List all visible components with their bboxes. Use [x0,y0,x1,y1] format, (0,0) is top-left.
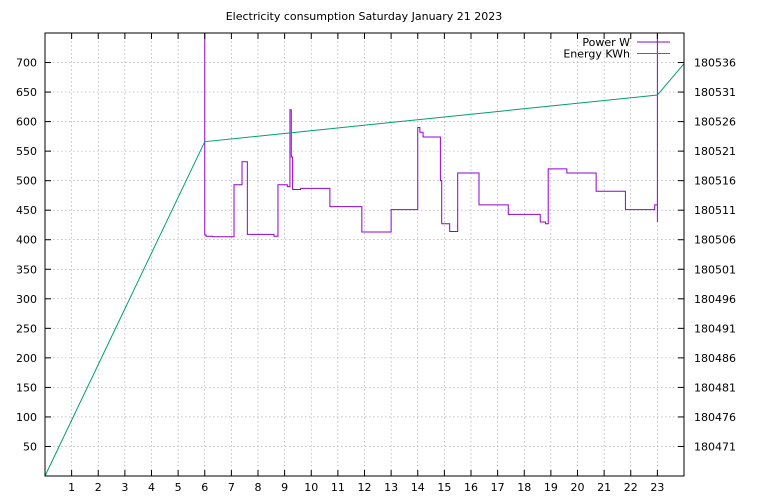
y-tick-label: 700 [16,57,37,70]
y-tick-label: 550 [16,145,37,158]
x-tick-label: 6 [201,481,208,494]
x-tick-label: 4 [148,481,155,494]
x-tick-label: 11 [331,481,345,494]
y2-tick-label: 180526 [694,116,736,129]
x-tick-label: 15 [437,481,451,494]
x-tick-label: 3 [121,481,128,494]
y-tick-label: 250 [16,322,37,335]
x-tick-label: 13 [384,481,398,494]
x-tick-label: 14 [411,481,425,494]
y2-tick-label: 180496 [694,293,736,306]
x-tick-label: 17 [491,481,505,494]
legend-label-power-w: Power W [582,36,630,49]
chart-title: Electricity consumption Saturday January… [226,10,503,23]
y-tick-label: 350 [16,263,37,276]
y2-tick-label: 180536 [694,57,736,70]
grid-lines [45,33,684,476]
x-tick-label: 9 [281,481,288,494]
y-tick-label: 600 [16,116,37,129]
y-tick-label: 500 [16,175,37,188]
y-tick-label: 150 [16,381,37,394]
y2-tick-label: 180476 [694,411,736,424]
x-tick-label: 8 [255,481,262,494]
y2-tick-label: 180491 [694,322,736,335]
y-tick-label: 50 [23,440,37,453]
x-tick-label: 18 [517,481,531,494]
x-tick-label: 7 [228,481,235,494]
x-tick-label: 1 [68,481,75,494]
y2-tick-label: 180531 [694,86,736,99]
series-layer [44,33,685,477]
y-tick-label: 450 [16,204,37,217]
series-line-energy-kwh [44,63,685,477]
x-tick-label: 5 [175,481,182,494]
y-tick-label: 100 [16,411,37,424]
y-tick-label: 200 [16,352,37,365]
y2-tick-label: 180471 [694,440,736,453]
x-tick-label: 12 [358,481,372,494]
y-tick-label: 650 [16,86,37,99]
y2-tick-label: 180501 [694,263,736,276]
x-tick-label: 16 [464,481,478,494]
y-tick-label: 400 [16,234,37,247]
y-axis-ticks: 50 100 150 200 250 300 350 400 450 500 550 600 650 70… [16,57,51,453]
x-tick-label: 19 [544,481,558,494]
y2-tick-label: 180486 [694,352,736,365]
x-tick-label: 21 [597,481,611,494]
y2-tick-label: 180481 [694,381,736,394]
y2-tick-label: 180506 [694,234,736,247]
x-tick-label: 23 [650,481,664,494]
y2-tick-label: 180521 [694,145,736,158]
series-line-power-w [204,33,658,238]
legend-label-energy-kwh: Energy KWh [563,48,630,61]
x-tick-label: 10 [304,481,318,494]
x-tick-label: 22 [624,481,638,494]
y2-tick-label: 180516 [694,175,736,188]
y2-tick-label: 180511 [694,204,736,217]
y-tick-label: 300 [16,293,37,306]
x-tick-label: 20 [571,481,585,494]
x-axis-ticks: 1 2 3 4 5 6 7 8 9 10 11 12 13 14 15 16 17 18 19 20 21 22 23 [68,33,664,494]
y2-axis-ticks: 180471 180476 180481 180486 180491 180496 1805… [678,57,736,453]
x-tick-label: 2 [95,481,102,494]
